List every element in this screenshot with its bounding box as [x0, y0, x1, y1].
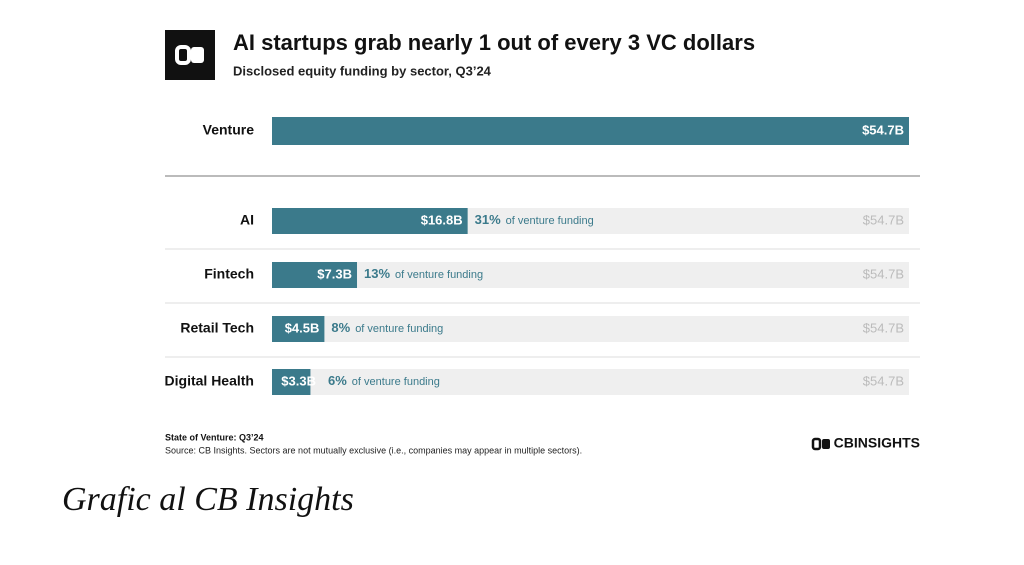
share-percent: 6% [328, 373, 347, 388]
value-label: $3.3B [281, 373, 316, 388]
background-bar [272, 262, 909, 288]
category-label: AI [240, 212, 254, 228]
value-label: $7.3B [317, 266, 352, 281]
background-bar [272, 316, 909, 342]
background-bar [272, 369, 909, 395]
total-label: $54.7B [863, 266, 904, 281]
bar [272, 369, 311, 395]
share-text: of venture funding [352, 376, 440, 388]
total-label: $54.7B [863, 373, 904, 388]
caption: Grafic al CB Insights [62, 481, 354, 518]
chart-title: AI startups grab nearly 1 out of every 3… [233, 30, 755, 55]
share-percent: 31% [475, 212, 501, 227]
share-label: 31% of venture funding [475, 212, 594, 227]
total-label: $54.7B [863, 212, 904, 227]
bar [272, 208, 468, 234]
brand-icon [811, 437, 822, 451]
brand-icon [822, 439, 830, 449]
category-label: Venture [203, 122, 255, 138]
share-label: 13% of venture funding [364, 266, 483, 281]
bar [272, 117, 909, 145]
value-label: $54.7B [862, 122, 904, 137]
bar [272, 262, 358, 288]
footnote-title: State of Venture: Q3’24 [165, 432, 264, 442]
share-label: 6% of venture funding [328, 373, 440, 388]
category-label: Retail Tech [180, 320, 254, 336]
share-percent: 8% [331, 320, 350, 335]
category-label: Fintech [204, 266, 254, 282]
logo-c [175, 45, 191, 65]
value-label: $16.8B [421, 212, 463, 227]
total-label: $54.7B [863, 320, 904, 335]
bar [272, 316, 325, 342]
share-text: of venture funding [355, 323, 443, 335]
chart-subtitle: Disclosed equity funding by sector, Q3’2… [233, 63, 492, 78]
brand: CBINSIGHTS [834, 435, 920, 451]
logo-b [191, 47, 204, 63]
value-label: $4.5B [285, 320, 320, 335]
share-text: of venture funding [395, 269, 483, 281]
source: Source: CB Insights. Sectors are not mut… [165, 445, 582, 455]
share-percent: 13% [364, 266, 390, 281]
category-label: Digital Health [165, 373, 254, 389]
share-label: 8% of venture funding [331, 320, 443, 335]
share-text: of venture funding [506, 215, 594, 227]
